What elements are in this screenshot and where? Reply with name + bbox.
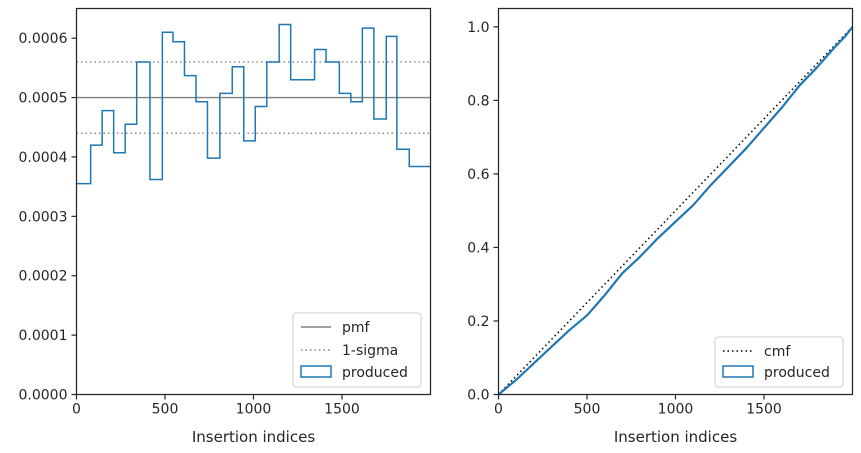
p1-ytick-label: 0.2 (467, 314, 489, 330)
legend-pmf-label: pmf (342, 320, 371, 336)
p0-ytick-label: 0.0001 (19, 328, 68, 344)
right-ticks: 0 500 1000 1500 0.0 0.2 0.4 0.6 0.8 1.0 (467, 20, 782, 418)
legend-produced-patch (300, 365, 332, 378)
p1-ytick-label: 0.8 (467, 93, 489, 109)
p0-xtick-label: 1500 (324, 402, 360, 418)
panel-right-cmf: 0 500 1000 1500 0.0 0.2 0.4 0.6 0.8 1.0 Insertion… (467, 7, 854, 446)
produced-step-series (76, 23, 431, 185)
p0-ytick-label: 0.0000 (19, 388, 68, 404)
p0-xtick-label: 1000 (236, 402, 272, 418)
produced-cdf-series (497, 26, 854, 396)
p1-xtick-label: 1000 (658, 402, 694, 418)
p1-ytick-label: 0.6 (467, 167, 489, 183)
right-plot-area (497, 26, 854, 396)
right-legend: cmf produced (714, 336, 844, 388)
p0-ytick-label: 0.0005 (19, 91, 68, 107)
left-xlabel: Insertion indices (192, 428, 315, 446)
p1-ytick-label: 1.0 (467, 20, 489, 36)
left-legend: pmf 1-sigma produced (292, 312, 422, 388)
legend-cmf-label: cmf (764, 344, 791, 360)
right-xlabel: Insertion indices (614, 428, 737, 446)
left-ticks: 0 500 1000 1500 0.0000 0.0001 0.0002 0.0003 0.00… (19, 31, 360, 417)
p1-ytick-label: 0.0 (467, 388, 489, 404)
legend-produced-label-right: produced (764, 365, 830, 381)
p1-xtick-label: 1500 (746, 402, 782, 418)
p1-ytick-label: 0.4 (467, 240, 489, 256)
panel-left-pmf: 0 500 1000 1500 0.0000 0.0001 0.0002 0.0003 0.00… (19, 7, 432, 446)
p0-ytick-label: 0.0004 (19, 150, 68, 166)
legend-produced-label: produced (342, 365, 408, 381)
p0-ytick-label: 0.0002 (19, 269, 68, 285)
p0-xtick-label: 0 (72, 402, 81, 418)
p0-ytick-label: 0.0003 (19, 209, 68, 225)
right-legend-box (714, 336, 844, 388)
p1-xtick-label: 0 (494, 402, 503, 418)
left-legend-box (292, 312, 422, 388)
p1-xtick-label: 500 (574, 402, 601, 418)
p0-ytick-label: 0.0006 (19, 31, 68, 47)
legend-produced-patch-right (722, 365, 754, 378)
left-plot-area (76, 23, 431, 185)
p0-xtick-label: 500 (152, 402, 179, 418)
legend-sigma-label: 1-sigma (342, 343, 398, 359)
